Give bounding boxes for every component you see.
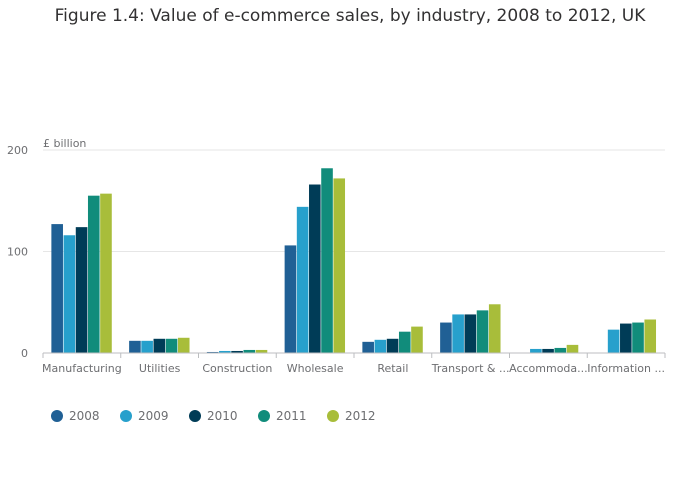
bar[interactable] [607, 329, 620, 353]
bar[interactable] [632, 322, 644, 353]
bar[interactable] [542, 348, 554, 353]
bar[interactable] [243, 349, 256, 353]
bar[interactable] [374, 339, 387, 353]
bar[interactable] [440, 322, 452, 353]
gridlines [43, 149, 665, 252]
x-tick-label: Transport & ... [431, 362, 510, 375]
bar[interactable] [362, 341, 374, 353]
legend[interactable]: 2008 2009 2010 2011 2012 [51, 409, 376, 423]
legend-label[interactable]: 2009 [138, 409, 169, 423]
bar[interactable] [464, 314, 477, 353]
legend-label[interactable]: 2012 [345, 409, 376, 423]
bar[interactable] [554, 347, 567, 353]
bar[interactable] [488, 304, 501, 353]
bar[interactable] [206, 351, 219, 353]
x-tick-label: Retail [377, 362, 408, 375]
bar[interactable] [284, 245, 297, 353]
bar[interactable] [177, 337, 190, 353]
bar[interactable] [87, 195, 100, 353]
legend-marker[interactable] [51, 410, 63, 422]
legend-label[interactable]: 2011 [276, 409, 307, 423]
x-tick-label: Construction [202, 362, 272, 375]
bar[interactable] [165, 338, 178, 353]
legend-marker[interactable] [120, 410, 132, 422]
bar[interactable] [100, 193, 112, 353]
bar[interactable] [530, 348, 542, 353]
x-tick-label: Accommoda... [509, 362, 588, 375]
x-tick-label: Wholesale [287, 362, 344, 375]
bar[interactable] [75, 227, 88, 353]
bar[interactable] [566, 344, 579, 353]
bar[interactable] [333, 178, 346, 353]
legend-marker[interactable] [258, 410, 270, 422]
bar[interactable] [153, 338, 166, 353]
bar[interactable] [411, 326, 423, 353]
legend-marker[interactable] [189, 410, 201, 422]
bar[interactable] [321, 168, 333, 353]
bar[interactable] [452, 314, 464, 353]
bar[interactable] [398, 331, 411, 353]
y-tick-label: 100 [7, 246, 28, 259]
bar[interactable] [219, 350, 231, 353]
axes: 0 100 200 Manufacturing Utilities Constructio… [7, 144, 666, 375]
bar[interactable] [63, 235, 76, 353]
y-tick-label: 200 [7, 144, 28, 157]
bars [51, 168, 657, 353]
y-axis-unit-label: £ billion [43, 137, 86, 150]
x-tick-label: Manufacturing [42, 362, 122, 375]
y-tick-label: 0 [21, 347, 28, 360]
legend-label[interactable]: 2008 [69, 409, 100, 423]
bar[interactable] [255, 349, 268, 353]
bar[interactable] [476, 310, 489, 353]
legend-label[interactable]: 2010 [207, 409, 238, 423]
bar[interactable] [309, 184, 321, 353]
bar[interactable] [386, 338, 399, 353]
x-tick-label: Utilities [139, 362, 181, 375]
bar[interactable] [644, 319, 657, 353]
bar[interactable] [231, 350, 243, 353]
chart-title: Figure 1.4: Value of e-commerce sales, b… [54, 6, 646, 26]
x-tick-label: Information ... [587, 362, 665, 375]
bar[interactable] [296, 206, 309, 353]
legend-marker[interactable] [327, 410, 339, 422]
bar[interactable] [129, 340, 141, 353]
bar[interactable] [141, 340, 153, 353]
bar[interactable] [51, 224, 63, 353]
bar[interactable] [620, 323, 632, 353]
